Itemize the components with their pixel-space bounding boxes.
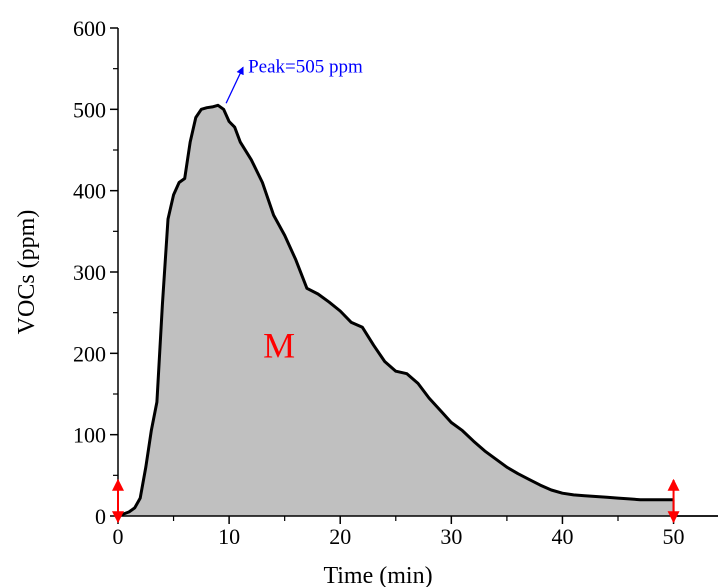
x-tick-label: 10 [218,524,240,549]
y-tick-label: 600 [73,16,106,41]
region-label: M [263,325,295,365]
plot-area [117,103,718,518]
peak-arrow [225,66,244,104]
x-tick-label: 50 [663,524,685,549]
area-fill [118,105,674,517]
y-axis-title: VOCs (ppm) [14,210,40,335]
y-tick-label: 300 [73,260,106,285]
x-tick-label: 0 [113,524,124,549]
x-tick-label: 20 [329,524,351,549]
y-tick-label: 100 [73,423,106,448]
series-line [117,103,674,518]
y-tick-label: 500 [73,97,106,122]
y-tick-label: 200 [73,341,106,366]
y-tick-label: 0 [95,504,106,529]
x-axis-title: Time (min) [323,563,432,587]
annotations: Peak=505 ppm M [112,56,680,524]
x-tick-label: 30 [440,524,462,549]
x-tick-label: 40 [551,524,573,549]
y-tick-label: 400 [73,179,106,204]
peak-label: Peak=505 ppm [248,56,363,77]
